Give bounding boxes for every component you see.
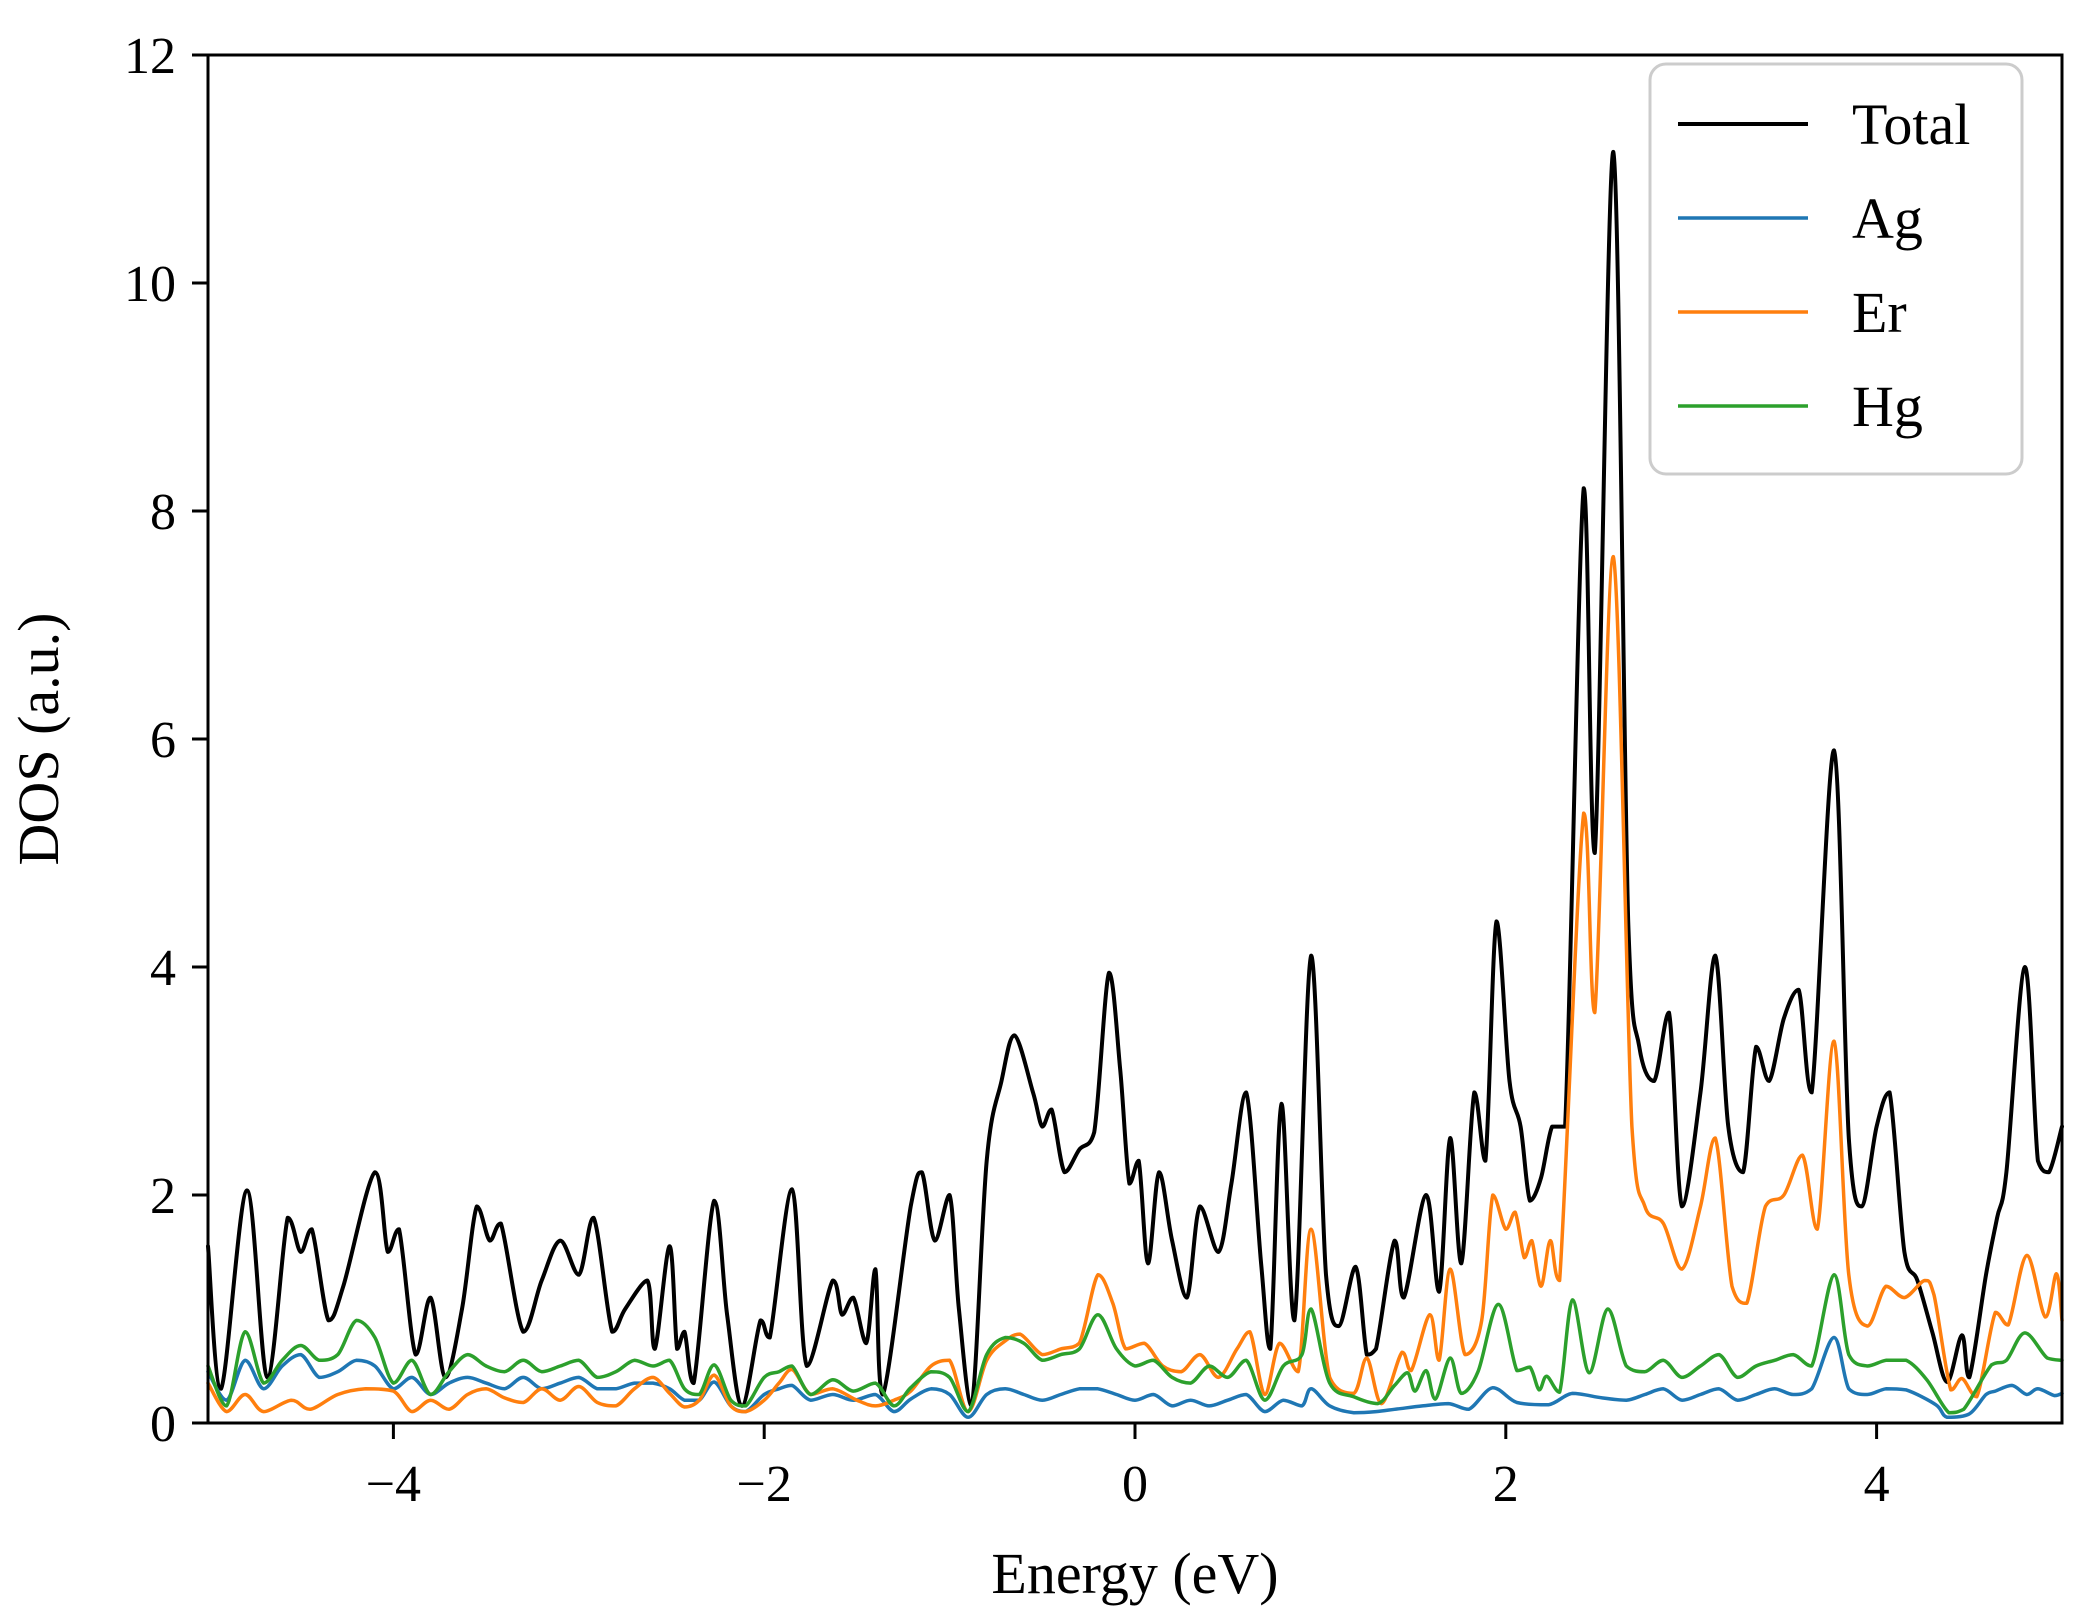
series-line-hg (206, 1273, 2064, 1415)
x-axis-label: Energy (eV) (991, 1541, 1278, 1606)
series-line-ag (206, 1335, 2064, 1420)
y-axis-label: DOS (a.u.) (6, 613, 71, 866)
y-tick-label: 8 (150, 484, 176, 541)
legend-entry-ag: Ag (1678, 186, 1923, 251)
legend-entry-total: Total (1678, 92, 1970, 157)
plot-area: −4 −2 0 2 4 0 2 4 6 8 10 12 (124, 28, 2064, 1513)
legend-entry-hg: Hg (1678, 374, 1923, 439)
legend-label-ag: Ag (1852, 186, 1923, 251)
x-tick-label: −4 (366, 1456, 421, 1513)
series-line-er (206, 554, 2064, 1414)
x-tick-label: −2 (737, 1456, 792, 1513)
y-tick-label: 6 (150, 712, 176, 769)
legend: Total Ag Er Hg (1648, 62, 2024, 476)
legend-label-er: Er (1852, 280, 1907, 345)
series-line-total (206, 149, 2064, 1408)
y-tick-label: 0 (150, 1396, 176, 1453)
legend-box (1648, 62, 2024, 476)
y-tick-label: 4 (150, 940, 176, 997)
legend-label-total: Total (1852, 92, 1970, 157)
y-tick-label: 2 (150, 1168, 176, 1225)
x-tick-label: 4 (1864, 1456, 1890, 1513)
legend-label-hg: Hg (1852, 374, 1923, 439)
legend-entry-er: Er (1678, 280, 1907, 345)
y-tick-label: 12 (124, 28, 176, 85)
x-tick-label: 2 (1493, 1456, 1519, 1513)
x-tick-label: 0 (1122, 1456, 1148, 1513)
y-tick-label: 10 (124, 256, 176, 313)
